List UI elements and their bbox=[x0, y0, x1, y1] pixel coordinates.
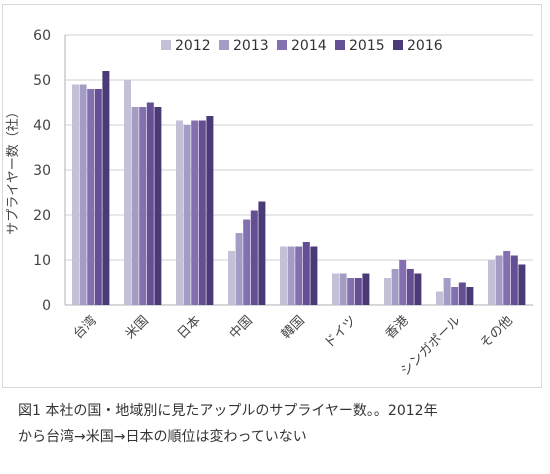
y-tick-label: 20 bbox=[33, 208, 51, 224]
bar-2013-5 bbox=[339, 273, 347, 305]
bar-2012-5 bbox=[332, 273, 339, 305]
bar-2013-1 bbox=[131, 107, 139, 305]
legend-swatch bbox=[393, 40, 403, 50]
bar-2015-4 bbox=[302, 242, 310, 305]
bar-2013-3 bbox=[235, 233, 243, 305]
x-tick-label: ドイツ bbox=[322, 313, 360, 351]
bar-2012-4 bbox=[280, 246, 287, 305]
bar-2015-8 bbox=[510, 255, 518, 305]
bar-2016-2 bbox=[206, 116, 214, 305]
bar-2013-2 bbox=[183, 125, 191, 305]
legend-label: 2013 bbox=[233, 38, 269, 54]
bars bbox=[72, 71, 526, 305]
legend-label: 2016 bbox=[407, 38, 443, 54]
bar-2016-6 bbox=[414, 273, 422, 305]
bar-2014-6 bbox=[399, 260, 407, 305]
y-tick-label: 30 bbox=[33, 163, 51, 179]
legend-swatch bbox=[161, 40, 171, 50]
bar-2012-6 bbox=[384, 278, 391, 305]
bar-2012-8 bbox=[488, 260, 495, 305]
legend: 2012 2013 2014 2015 2016 bbox=[161, 38, 443, 54]
bar-2014-2 bbox=[191, 120, 199, 305]
x-tick-label: 韓国 bbox=[279, 313, 308, 342]
figure-caption: 図1 本社の国・地域別に見たアップルのサプライヤー数。。2012年 から台湾→米… bbox=[18, 398, 538, 450]
bar-2014-4 bbox=[295, 246, 303, 305]
bar-2015-5 bbox=[354, 278, 362, 305]
bar-2016-3 bbox=[258, 201, 266, 305]
bar-2013-6 bbox=[391, 269, 399, 305]
caption-line-2: から台湾→米国→日本の順位は変わっていない bbox=[18, 429, 307, 445]
bar-2012-1 bbox=[124, 80, 131, 305]
bar-2015-6 bbox=[406, 269, 414, 305]
x-tick-label: その他 bbox=[478, 313, 516, 351]
bar-2014-8 bbox=[503, 251, 511, 305]
caption-line-1: 図1 本社の国・地域別に見たアップルのサプライヤー数。。2012年 bbox=[18, 403, 438, 419]
legend-swatch bbox=[335, 40, 345, 50]
x-tick-label: 台湾 bbox=[70, 313, 100, 343]
bar-2013-0 bbox=[79, 84, 87, 305]
bar-2014-0 bbox=[87, 89, 95, 305]
bar-2012-7 bbox=[436, 291, 443, 305]
bar-2012-2 bbox=[176, 120, 183, 305]
bar-2015-2 bbox=[198, 120, 206, 305]
bar-2016-7 bbox=[466, 287, 474, 305]
chart-container: 0 10 20 30 40 50 60 台湾 米国 日本 中国 韓国 ドイツ 香港 シンガポール その他 2… bbox=[2, 4, 542, 388]
bar-2016-5 bbox=[362, 273, 370, 305]
bar-2012-0 bbox=[72, 84, 79, 305]
legend-label: 2012 bbox=[175, 38, 211, 54]
y-tick-label: 10 bbox=[33, 253, 51, 269]
bar-2015-1 bbox=[146, 102, 154, 305]
x-tick-label: 香港 bbox=[383, 313, 412, 342]
bar-2014-1 bbox=[139, 107, 147, 305]
y-axis-label: サプライヤー数（社） bbox=[5, 105, 21, 235]
bar-2014-7 bbox=[451, 287, 459, 305]
bar-2016-4 bbox=[310, 246, 318, 305]
legend-label: 2015 bbox=[349, 38, 385, 54]
bar-2015-3 bbox=[250, 210, 258, 305]
bar-2015-0 bbox=[94, 89, 102, 305]
bar-2016-0 bbox=[102, 71, 110, 305]
bar-2013-4 bbox=[287, 246, 295, 305]
x-tick-label: 中国 bbox=[227, 313, 256, 342]
legend-swatch bbox=[277, 40, 287, 50]
x-tick-label: 日本 bbox=[175, 313, 204, 342]
bar-2016-1 bbox=[154, 107, 162, 305]
bar-2014-3 bbox=[243, 219, 251, 305]
bar-2016-8 bbox=[518, 264, 526, 305]
x-tick-label: 米国 bbox=[123, 313, 152, 342]
bar-2013-8 bbox=[495, 255, 503, 305]
y-tick-label: 50 bbox=[33, 73, 51, 89]
bar-2014-5 bbox=[347, 278, 355, 305]
legend-label: 2014 bbox=[291, 38, 327, 54]
y-tick-labels: 0 10 20 30 40 50 60 bbox=[33, 28, 51, 314]
bar-2015-7 bbox=[458, 282, 466, 305]
y-tick-label: 0 bbox=[42, 298, 51, 314]
bar-2013-7 bbox=[443, 278, 451, 305]
y-tick-label: 60 bbox=[33, 28, 51, 44]
y-tick-label: 40 bbox=[33, 118, 51, 134]
legend-swatch bbox=[219, 40, 229, 50]
bar-2012-3 bbox=[228, 251, 235, 305]
